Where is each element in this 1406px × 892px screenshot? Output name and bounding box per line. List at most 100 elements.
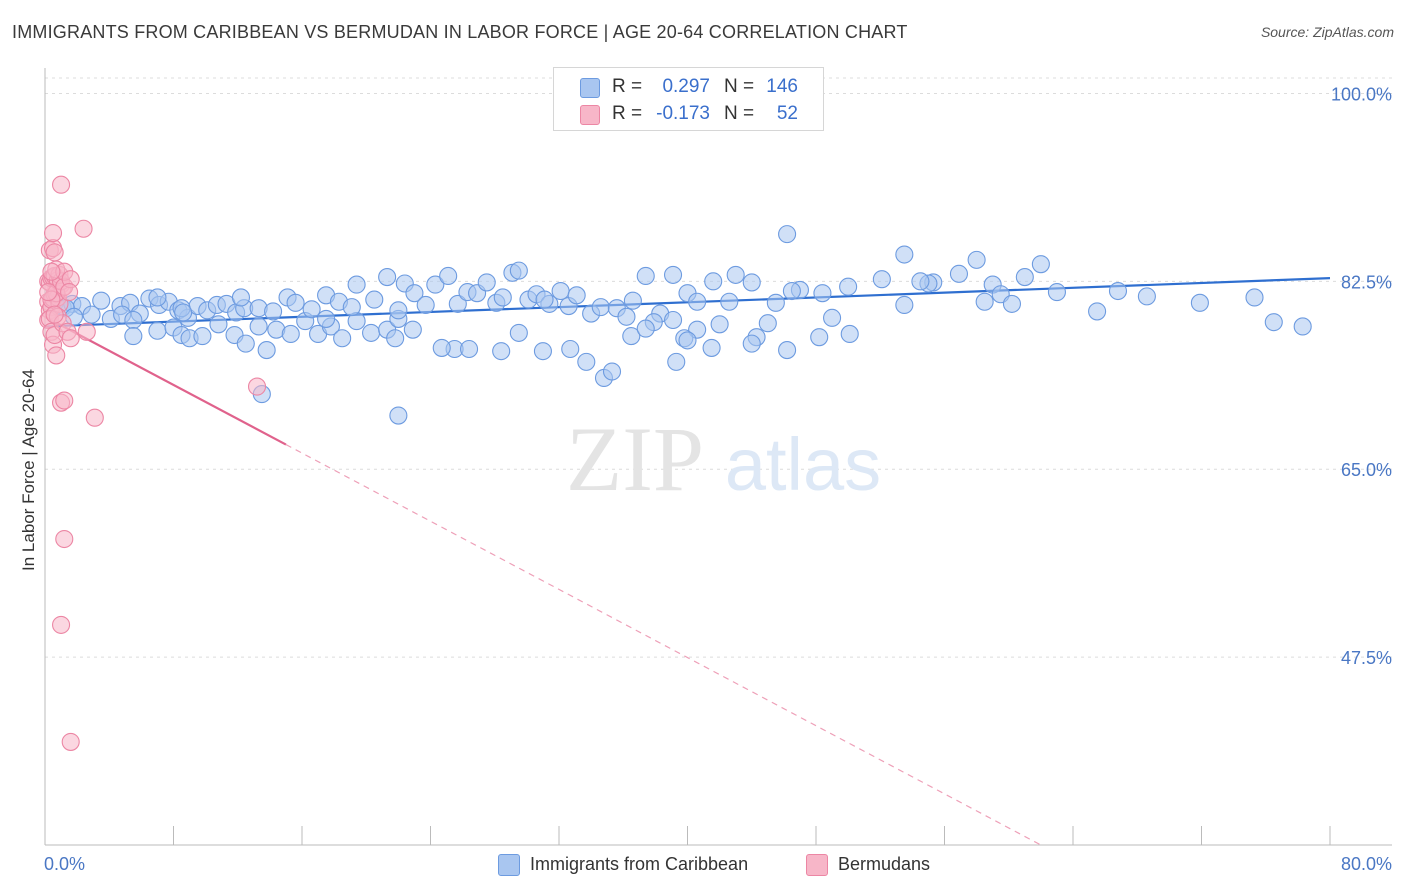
caribbean-point <box>678 331 697 350</box>
caribbean-point <box>174 303 193 322</box>
caribbean-point <box>1108 281 1128 301</box>
caribbean-point <box>365 290 384 309</box>
bottom-legend-label: Immigrants from Caribbean <box>530 854 749 874</box>
caribbean-point <box>386 329 405 348</box>
source-label: Source: ZipAtlas.com <box>1260 24 1394 40</box>
caribbean-point <box>726 265 745 284</box>
caribbean-point <box>702 338 721 357</box>
legend-n-label: N = <box>724 103 755 124</box>
bermudan-point <box>74 219 93 238</box>
caribbean-point <box>535 290 554 309</box>
caribbean-point <box>911 272 930 291</box>
caribbean-point <box>477 273 496 292</box>
watermark: ZIP atlas <box>566 408 881 510</box>
caribbean-point <box>342 298 361 317</box>
caribbean-point <box>209 315 228 334</box>
watermark-atlas: atlas <box>725 423 881 506</box>
caribbean-point <box>148 288 167 307</box>
caribbean-point <box>281 324 300 344</box>
caribbean-point <box>405 284 424 303</box>
watermark-zip: ZIP <box>566 408 704 510</box>
caribbean-point <box>1293 317 1312 336</box>
caribbean-point <box>1088 302 1107 321</box>
caribbean-point <box>758 314 777 333</box>
caribbean-point <box>623 291 642 310</box>
caribbean-point <box>895 295 914 315</box>
caribbean-point <box>839 277 858 296</box>
caribbean-point <box>82 305 101 324</box>
caribbean-point <box>1047 283 1066 302</box>
caribbean-point <box>509 261 528 280</box>
caribbean-point <box>249 317 268 336</box>
caribbean-point <box>667 352 686 371</box>
caribbean-point <box>231 288 251 307</box>
caribbean-point <box>1137 287 1156 306</box>
caribbean-point <box>389 301 408 320</box>
grid-lines <box>45 77 1392 658</box>
bermudan-point <box>42 262 61 281</box>
legend-r-value: 0.297 <box>662 76 710 97</box>
legend-swatch-caribbean <box>580 78 600 98</box>
caribbean-point <box>1245 288 1264 307</box>
caribbean-point <box>742 273 761 292</box>
caribbean-point <box>378 268 397 287</box>
caribbean-point <box>617 307 636 326</box>
caribbean-point <box>567 286 586 305</box>
caribbean-point <box>967 250 986 269</box>
caribbean-point <box>840 324 859 344</box>
caribbean-point <box>124 327 143 346</box>
tick-labels: 100.0% 82.5% 65.0% 47.5% 0.0% 80.0% <box>44 84 1392 874</box>
caribbean-point <box>823 308 842 327</box>
bermudan-point <box>60 283 79 302</box>
caribbean-point <box>949 264 969 283</box>
x-tick-label: 0.0% <box>44 854 85 874</box>
caribbean-point <box>236 334 255 353</box>
caribbean-point <box>347 275 366 294</box>
axes <box>44 68 1392 846</box>
chart-title: IMMIGRANTS FROM CARIBBEAN VS BERMUDAN IN… <box>12 22 908 42</box>
caribbean-point <box>148 321 167 340</box>
caribbean-point <box>778 341 797 360</box>
bermudan-point <box>47 346 66 365</box>
caribbean-point <box>1031 255 1050 274</box>
legend-n-value: 146 <box>766 76 798 97</box>
caribbean-point <box>742 334 761 353</box>
caribbean-point <box>333 329 352 348</box>
caribbean-point <box>766 293 785 312</box>
bottom-legend-swatch-bermudans <box>806 854 828 876</box>
caribbean-point <box>720 292 739 311</box>
x-tick-label: 80.0% <box>1341 854 1392 874</box>
caribbean-point <box>439 266 458 286</box>
caribbean-point <box>286 293 305 312</box>
y-axis-label: In Labor Force | Age 20-64 <box>19 369 38 571</box>
caribbean-point <box>493 288 512 307</box>
caribbean-point <box>872 270 891 289</box>
caribbean-point <box>636 266 655 286</box>
caribbean-point <box>591 298 610 317</box>
caribbean-point <box>551 281 570 301</box>
caribbean-point <box>663 265 683 284</box>
caribbean-point <box>403 320 422 339</box>
caribbean-point <box>1190 293 1209 312</box>
caribbean-point <box>492 342 511 361</box>
y-tick-label: 47.5% <box>1341 648 1392 668</box>
bermudan-point <box>247 377 267 396</box>
bottom-legend-swatch-caribbean <box>498 854 520 876</box>
legend-row-bermudans: R = -0.173 N = 52 <box>554 101 823 127</box>
caribbean-point <box>416 295 435 315</box>
legend-r-label: R = <box>612 76 643 97</box>
caribbean-point <box>448 294 467 313</box>
caribbean-point <box>509 323 528 342</box>
caribbean-point <box>426 275 445 294</box>
caribbean-point <box>975 292 994 311</box>
legend-swatch-bermudans <box>580 105 600 125</box>
caribbean-point <box>622 327 641 346</box>
caribbean-point <box>257 341 276 360</box>
y-tick-label: 82.5% <box>1341 272 1392 292</box>
caribbean-point <box>302 300 321 319</box>
caribbean-point <box>561 339 580 359</box>
caribbean-point <box>1015 268 1034 287</box>
bermudan-point <box>52 175 71 194</box>
caribbean-point <box>810 328 829 347</box>
